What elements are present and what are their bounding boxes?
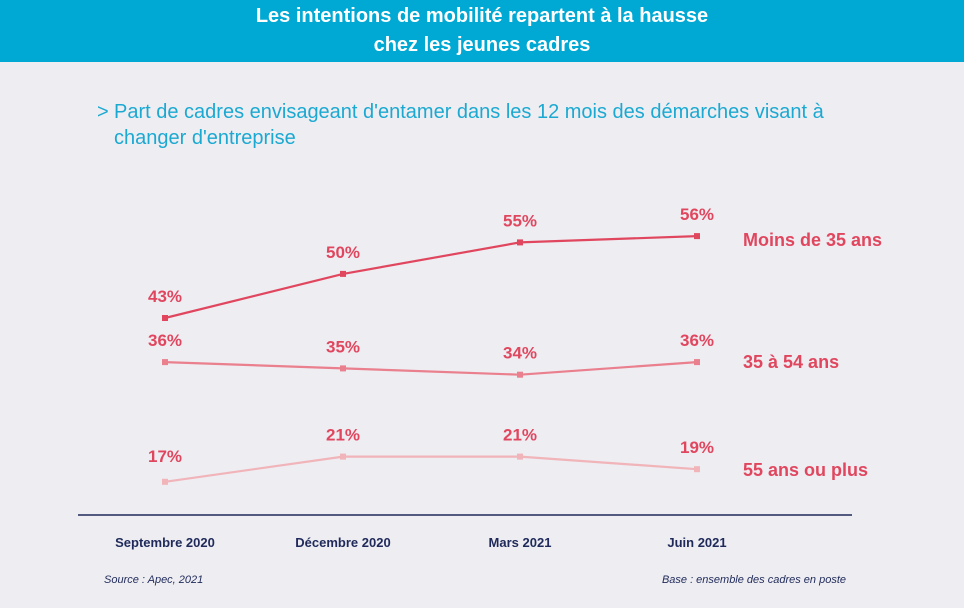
data-label: 43% [148,287,182,306]
data-point [694,466,700,473]
series-line [164,455,698,483]
chart-subtitle: > Part de cadres envisageant d'entamer d… [97,99,877,151]
data-point [517,239,523,246]
data-label: 55% [503,211,537,230]
source-note: Source : Apec, 2021 [104,574,204,586]
chevron-right-icon: > [97,101,109,123]
chart-header: Les intentions de mobilité repartent à l… [0,0,964,62]
series-line [164,361,698,376]
data-label: 35% [326,337,360,356]
subtitle-text: Part de cadres envisageant d'entamer dan… [114,101,824,149]
header-title-line2: chez les jeunes cadres [373,34,591,56]
x-tick-label: Juin 2021 [667,535,726,550]
data-point [517,453,523,460]
data-label: 36% [680,331,714,350]
data-point [517,371,523,378]
series-label: Moins de 35 ans [743,230,882,250]
data-point [694,359,700,366]
data-label: 50% [326,243,360,262]
data-label: 17% [148,447,182,466]
series-label: 35 à 54 ans [743,352,839,372]
base-note: Base : ensemble des cadres en poste [661,574,846,586]
data-point [694,233,700,240]
data-point [162,359,168,366]
data-label: 21% [503,426,537,445]
data-point [162,478,168,485]
data-label: 56% [680,205,714,224]
data-label: 21% [326,426,360,445]
data-label: 19% [680,438,714,457]
data-label: 34% [503,344,537,363]
data-point [162,315,168,321]
series-label: 55 ans ou plus [743,460,868,480]
x-tick-label: Mars 2021 [489,535,552,550]
data-point [340,365,346,372]
data-label: 36% [148,331,182,350]
series-line [164,235,698,320]
data-point [340,270,346,277]
x-tick-label: Décembre 2020 [295,535,390,550]
data-point [340,453,346,460]
header-title-line1: Les intentions de mobilité repartent à l… [255,5,709,27]
x-tick-label: Septembre 2020 [115,535,215,550]
